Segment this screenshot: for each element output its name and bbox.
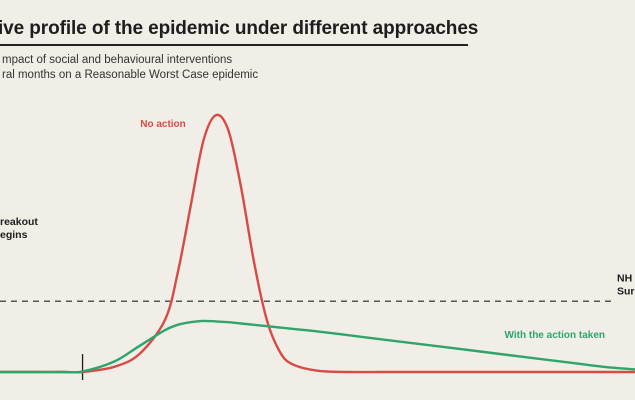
marker-label-0: reakout [0, 216, 38, 228]
series-label-with-action: With the action taken [505, 330, 605, 341]
series-line-with-action [0, 319, 635, 374]
series-label-no-action: No action [140, 119, 186, 130]
subtitle-line-2: ral months on a Reasonable Worst Case ep… [2, 69, 259, 81]
subtitle-line-1: mpact of social and behavioural interven… [2, 54, 233, 66]
title-underline [0, 44, 468, 46]
reference-line-label-1: Sur [617, 285, 635, 297]
series-line-no-action [0, 113, 635, 374]
marker-label-1: egins [0, 229, 28, 241]
chart-title: ive profile of the epidemic under differ… [0, 18, 479, 39]
reference-line-label-0: NH [617, 272, 632, 284]
